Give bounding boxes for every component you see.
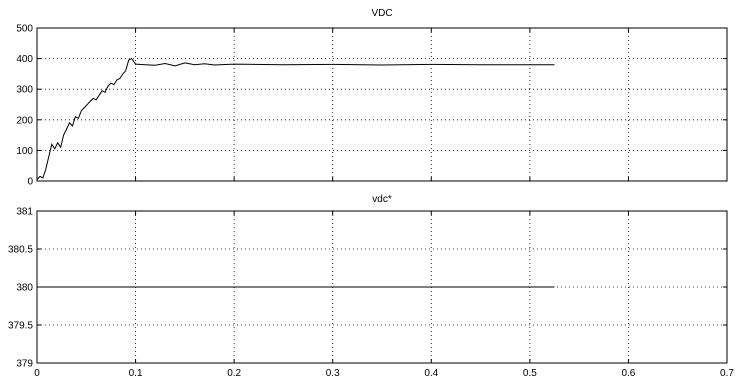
vdc-ref-y-tick-label: 380.5	[8, 245, 33, 256]
x-tick-label: 0.3	[326, 368, 340, 379]
vdc-grid	[37, 28, 727, 181]
vdc-plot-area	[36, 27, 728, 182]
x-tick-label: 0.6	[621, 368, 635, 379]
vdc-y-tick-label: 400	[16, 54, 33, 65]
vdc-axes: 0 100 200 300 400 500	[16, 24, 728, 188]
vdc-ref-panel: vdc* 0 0.1 0.2 0.3 0.4 0.5 0.6 0.7 379 379.5 380 38…	[8, 194, 734, 379]
vdc-panel: VDC 0 100 200 300 400 500	[16, 8, 728, 188]
vdc-ref-axes: 0 0.1 0.2 0.3 0.4 0.5 0.6 0.7 379 379.5 380 380.5 38…	[8, 207, 734, 380]
vdc-y-tick-label: 200	[16, 115, 33, 126]
x-tick-label: 0.5	[523, 368, 537, 379]
vdc-y-tick-label: 0	[27, 177, 33, 188]
vdc-ref-y-tick-label: 379	[16, 359, 33, 370]
vdc-trace	[36, 57, 555, 180]
vdc-y-tick-label: 500	[16, 24, 33, 35]
x-tick-label: 0.4	[424, 368, 438, 379]
vdc-ref-y-tick-label: 379.5	[8, 321, 33, 332]
x-tick-label: 0.1	[129, 368, 143, 379]
panel-title-vdc-ref: vdc*	[372, 194, 392, 205]
vdc-y-tick-label: 300	[16, 85, 33, 96]
x-tick-label: 0.7	[720, 368, 734, 379]
vdc-y-tick-label: 100	[16, 146, 33, 157]
vdc-ref-y-tick-label: 380	[16, 283, 33, 294]
vdc-ref-y-tick-label: 381	[16, 207, 33, 218]
x-tick-label: 0	[34, 368, 40, 379]
panel-title-vdc: VDC	[371, 8, 392, 19]
x-tick-label: 0.2	[227, 368, 241, 379]
